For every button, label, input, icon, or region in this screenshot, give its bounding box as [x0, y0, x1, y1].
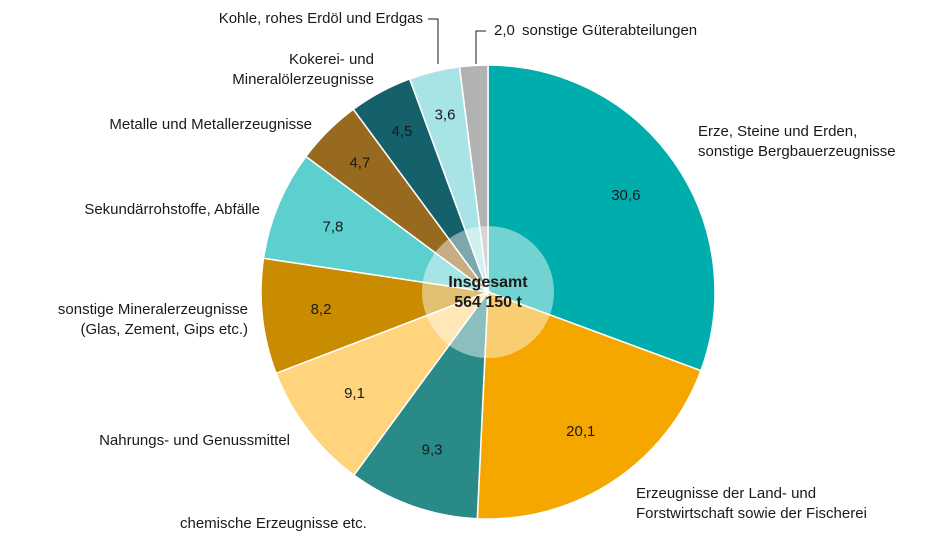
category-label-line: Erzeugnisse der Land- und [636, 485, 816, 502]
category-label: Kokerei- und Mineralölerzeugnisse [232, 51, 374, 88]
category-label-line: sonstige Mineralerzeugnisse [58, 301, 248, 318]
center-circle [422, 226, 554, 358]
center-label: Insgesamt [448, 274, 528, 291]
value-label: 2,0 [494, 22, 515, 39]
category-label: Erzeugnisse der Land- und Forstwirtschaft… [636, 485, 867, 522]
value-label: 9,1 [344, 385, 365, 402]
pie-slice [262, 155, 489, 293]
category-label-line: Forstwirtschaft sowie der Fischerei [636, 505, 867, 522]
pie-slice [476, 290, 702, 520]
center-label: 564 150 t [454, 294, 522, 311]
value-label: 30,6 [611, 187, 640, 204]
value-label: 3,6 [435, 107, 456, 124]
category-label-line: Sekundärrohstoffe, Abfälle [84, 201, 260, 218]
pie-slice [487, 64, 716, 372]
category-label-line: chemische Erzeugnisse etc. [180, 515, 367, 532]
category-label: Metalle und Metallerzeugnisse [109, 116, 312, 133]
value-label: 8,2 [311, 301, 332, 318]
category-label-line: Kokerei- und [289, 51, 374, 68]
category-label: Sekundärrohstoffe, Abfälle [84, 201, 260, 218]
pie-slice [352, 289, 489, 520]
category-label-line: Nahrungs- und Genussmittel [99, 432, 290, 449]
pie-slice [260, 257, 491, 375]
value-label: 9,3 [422, 441, 443, 458]
leader-line [428, 18, 439, 64]
category-label-line: sonstige Bergbauerzeugnisse [698, 143, 896, 160]
category-label-line: Kohle, rohes Erdöl und Erdgas [219, 10, 423, 27]
category-label: sonstige Güterabteilungen [522, 22, 697, 39]
category-label-line: Mineralölerzeugnisse [232, 71, 374, 88]
value-label: 7,8 [323, 218, 344, 235]
value-label: 4,5 [392, 123, 413, 140]
category-label: chemische Erzeugnisse etc. [180, 515, 367, 532]
category-label: Nahrungs- und Genussmittel [99, 432, 290, 449]
pie-slice [275, 290, 491, 477]
pie [260, 64, 716, 520]
pie-slice [458, 64, 489, 293]
category-label: Kohle, rohes Erdöl und Erdgas [219, 10, 423, 27]
category-label: sonstige Mineralerzeugnisse (Glas, Zement… [58, 301, 248, 338]
category-label: Erze, Steine und Erden, sonstige Bergbaue… [698, 123, 896, 160]
value-label: 20,1 [566, 423, 595, 440]
leader-line [475, 30, 486, 64]
value-label: 4,7 [349, 154, 370, 171]
category-label-line: Erze, Steine und Erden, [698, 123, 857, 140]
category-label-line: (Glas, Zement, Gips etc.) [80, 321, 248, 338]
category-label-line: sonstige Güterabteilungen [522, 22, 697, 39]
category-label-line: Metalle und Metallerzeugnisse [109, 116, 312, 133]
